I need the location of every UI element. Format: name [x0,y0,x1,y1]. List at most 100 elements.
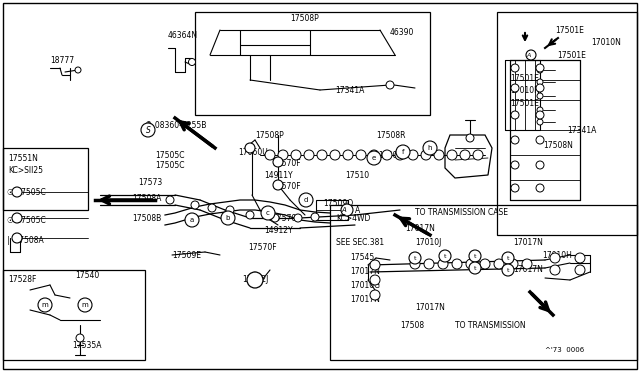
Text: 14912Y: 14912Y [264,225,292,234]
Circle shape [278,150,288,160]
Circle shape [330,150,340,160]
Circle shape [550,265,560,275]
Text: t: t [413,256,416,260]
Circle shape [166,196,174,204]
Circle shape [304,150,314,160]
Text: 17508: 17508 [400,321,424,330]
Circle shape [299,193,313,207]
Text: TO TRANSMISSION: TO TRANSMISSION [455,321,525,330]
Circle shape [447,150,457,160]
Text: 17010G: 17010G [350,280,380,289]
Circle shape [439,250,451,262]
Circle shape [291,150,301,160]
Text: 17017N: 17017N [405,224,435,232]
Circle shape [537,93,543,99]
Text: 17501E: 17501E [510,99,539,108]
Text: c: c [266,210,270,216]
Text: 17540: 17540 [75,270,99,279]
Text: © 08360-6255B: © 08360-6255B [145,121,206,129]
Text: 17017N: 17017N [350,295,380,305]
Text: 17010J: 17010J [415,237,442,247]
Circle shape [536,64,544,72]
Text: A: A [355,205,360,215]
Circle shape [466,259,476,269]
Text: e: e [372,155,376,161]
Text: f: f [402,149,404,155]
Text: 17501E: 17501E [555,26,584,35]
Text: 46364N: 46364N [168,31,198,39]
Circle shape [246,211,254,219]
Text: 17017N: 17017N [350,267,380,276]
Text: A: A [526,52,530,58]
Text: 17570F: 17570F [272,158,301,167]
Text: 17572J: 17572J [242,276,268,285]
Circle shape [369,150,379,160]
Circle shape [341,204,353,216]
Circle shape [511,161,519,169]
Text: h: h [428,145,432,151]
Circle shape [421,150,431,160]
Text: 17505C: 17505C [155,160,184,170]
Text: 46390: 46390 [390,28,414,36]
Circle shape [221,211,235,225]
Circle shape [575,265,585,275]
Circle shape [550,253,560,263]
Circle shape [396,145,410,159]
Circle shape [12,187,22,197]
Text: m: m [82,302,88,308]
Text: 17010N: 17010N [591,38,621,46]
Text: 17501E: 17501E [557,51,586,60]
Circle shape [473,150,483,160]
Text: A: A [342,207,346,213]
Text: 17505C: 17505C [155,151,184,160]
Circle shape [537,107,543,113]
Bar [316,200,348,220]
Text: KC>SII25: KC>SII25 [8,166,43,174]
Circle shape [526,50,536,60]
Circle shape [382,150,392,160]
Text: 17508N: 17508N [543,141,573,150]
Circle shape [191,201,199,209]
Circle shape [480,259,490,269]
Circle shape [522,259,532,269]
Circle shape [502,252,514,264]
Text: |  17508A: | 17508A [7,235,44,244]
Text: a: a [190,217,194,223]
Circle shape [575,253,585,263]
Circle shape [423,141,437,155]
Text: ^'73  0006: ^'73 0006 [545,347,584,353]
Circle shape [38,298,52,312]
Text: 17570F: 17570F [248,244,276,253]
Circle shape [245,143,255,153]
Text: t: t [444,253,446,259]
Circle shape [367,151,381,165]
Circle shape [185,213,199,227]
Text: 17570F: 17570F [272,182,301,190]
Text: t: t [507,256,509,260]
Circle shape [494,259,504,269]
Circle shape [460,150,470,160]
Circle shape [511,111,519,119]
Text: 17010H: 17010H [542,250,572,260]
Text: 17508P: 17508P [290,13,319,22]
Text: 17501E: 17501E [510,74,539,83]
Text: 17508A: 17508A [132,193,161,202]
Bar [330,205,637,360]
Circle shape [311,213,319,221]
Circle shape [508,259,518,269]
Circle shape [409,252,421,264]
Bar [195,12,430,115]
Circle shape [247,272,263,288]
Text: t: t [507,267,509,273]
Text: t: t [474,266,476,270]
Circle shape [265,150,275,160]
Text: b: b [226,215,230,221]
Circle shape [208,204,216,212]
Text: 17508B: 17508B [132,214,161,222]
Circle shape [273,157,283,167]
Circle shape [502,264,514,276]
Text: S: S [145,125,150,135]
Text: d: d [304,197,308,203]
Text: 17508P: 17508P [255,131,284,140]
Bar [3,270,145,360]
